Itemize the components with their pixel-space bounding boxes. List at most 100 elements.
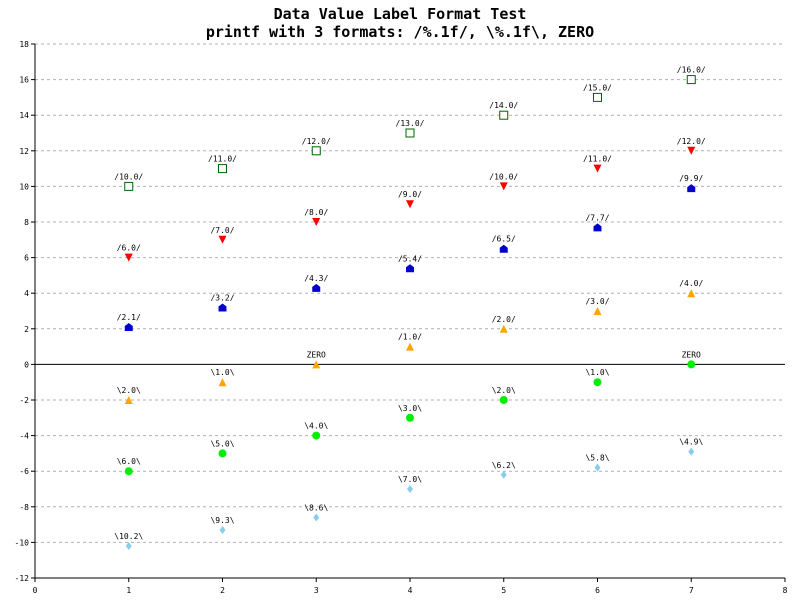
data-label: ZERO xyxy=(307,350,326,359)
data-label: /14.0/ xyxy=(489,101,518,110)
data-point xyxy=(218,235,227,244)
data-point xyxy=(406,413,414,422)
data-point xyxy=(311,146,321,156)
y-tick-label: 8 xyxy=(24,218,29,227)
data-label: /8.0/ xyxy=(304,208,328,217)
data-label: /4.0/ xyxy=(679,279,703,288)
data-point xyxy=(312,218,321,226)
data-point xyxy=(405,128,415,138)
data-point xyxy=(687,184,696,193)
data-label: \1.0\ xyxy=(210,368,234,377)
y-tick-label: -4 xyxy=(19,432,29,441)
data-label: /6.0/ xyxy=(117,244,141,253)
data-point xyxy=(687,289,696,298)
data-label: \10.2\ xyxy=(114,532,143,541)
data-point xyxy=(499,110,509,120)
data-label: \9.3\ xyxy=(210,516,234,525)
data-label: /2.0/ xyxy=(492,315,516,324)
data-label: /2.1/ xyxy=(117,313,141,322)
data-label: \8.6\ xyxy=(304,503,328,512)
data-point xyxy=(499,396,508,404)
data-point xyxy=(218,303,227,312)
x-tick-label: 5 xyxy=(501,586,506,595)
data-label: /10.0/ xyxy=(114,172,143,181)
x-tick-label: 2 xyxy=(220,586,225,595)
x-tick-label: 8 xyxy=(783,586,788,595)
data-label: /10.0/ xyxy=(489,172,518,181)
x-tick-label: 7 xyxy=(689,586,694,595)
chart-title: Data Value Label Format Test xyxy=(273,5,527,23)
data-point xyxy=(594,463,601,472)
data-label: /11.0/ xyxy=(208,155,237,164)
y-tick-label: 0 xyxy=(24,360,29,369)
data-point xyxy=(313,513,320,522)
data-label: \3.0\ xyxy=(398,404,422,413)
data-point xyxy=(593,164,602,173)
data-label: \6.0\ xyxy=(117,457,141,466)
x-tick-label: 1 xyxy=(126,586,131,595)
data-point xyxy=(499,182,508,191)
data-label: \4.0\ xyxy=(304,422,328,431)
data-point xyxy=(407,485,413,493)
y-tick-label: 4 xyxy=(24,289,29,298)
data-label: /15.0/ xyxy=(583,83,612,92)
y-tick-label: -12 xyxy=(15,574,30,583)
data-label: /4.3/ xyxy=(304,274,328,283)
data-point xyxy=(124,253,133,262)
data-label: /1.0/ xyxy=(398,333,422,342)
y-tick-label: 10 xyxy=(19,182,29,191)
data-point xyxy=(218,449,227,458)
data-label: /7.7/ xyxy=(585,213,609,222)
y-tick-label: -10 xyxy=(15,538,30,547)
y-tick-label: 12 xyxy=(19,147,29,156)
data-label: /3.0/ xyxy=(585,297,609,306)
data-point xyxy=(688,447,695,456)
data-label: \5.8\ xyxy=(585,454,609,463)
y-tick-label: 2 xyxy=(24,325,29,334)
data-point xyxy=(686,75,696,85)
data-point xyxy=(124,467,133,476)
data-label: \1.0\ xyxy=(585,368,609,377)
data-point xyxy=(312,431,321,440)
y-tick-label: -6 xyxy=(19,467,29,476)
y-tick-label: 6 xyxy=(24,254,29,263)
y-tick-label: 16 xyxy=(19,76,29,85)
data-label: \5.0\ xyxy=(210,439,234,448)
x-tick-label: 3 xyxy=(314,586,319,595)
chart-subtitle: printf with 3 formats: /%.1f/, \%.1f\, Z… xyxy=(205,23,595,41)
data-point xyxy=(406,264,414,273)
data-label: /12.0/ xyxy=(302,137,331,146)
data-point xyxy=(593,307,602,315)
data-point xyxy=(687,360,696,369)
data-label: /13.0/ xyxy=(396,119,425,128)
data-label: \6.2\ xyxy=(492,461,516,470)
data-label: /6.5/ xyxy=(492,235,516,244)
data-label: /16.0/ xyxy=(677,66,706,75)
data-label: /3.2/ xyxy=(210,293,234,302)
data-point xyxy=(124,181,134,191)
x-tick-label: 6 xyxy=(595,586,600,595)
data-point xyxy=(218,164,227,174)
data-label: \2.0\ xyxy=(492,386,516,395)
data-point xyxy=(312,360,321,369)
data-label: ZERO xyxy=(682,350,701,359)
data-label: \7.0\ xyxy=(398,475,422,484)
y-tick-label: 18 xyxy=(19,40,29,49)
data-point xyxy=(406,342,414,351)
data-point xyxy=(124,396,133,404)
data-point xyxy=(125,541,132,550)
data-label: \4.9\ xyxy=(679,438,703,447)
data-label: /5.4/ xyxy=(398,254,422,263)
data-label: /9.9/ xyxy=(679,174,703,183)
x-tick-label: 0 xyxy=(33,586,38,595)
x-tick-label: 4 xyxy=(408,586,413,595)
y-tick-label: -8 xyxy=(19,503,29,512)
data-point xyxy=(219,525,226,534)
data-point xyxy=(499,324,508,333)
data-label: /12.0/ xyxy=(677,137,706,146)
data-label: /7.0/ xyxy=(210,226,234,235)
data-label: \2.0\ xyxy=(117,386,141,395)
data-label: /9.0/ xyxy=(398,190,422,199)
